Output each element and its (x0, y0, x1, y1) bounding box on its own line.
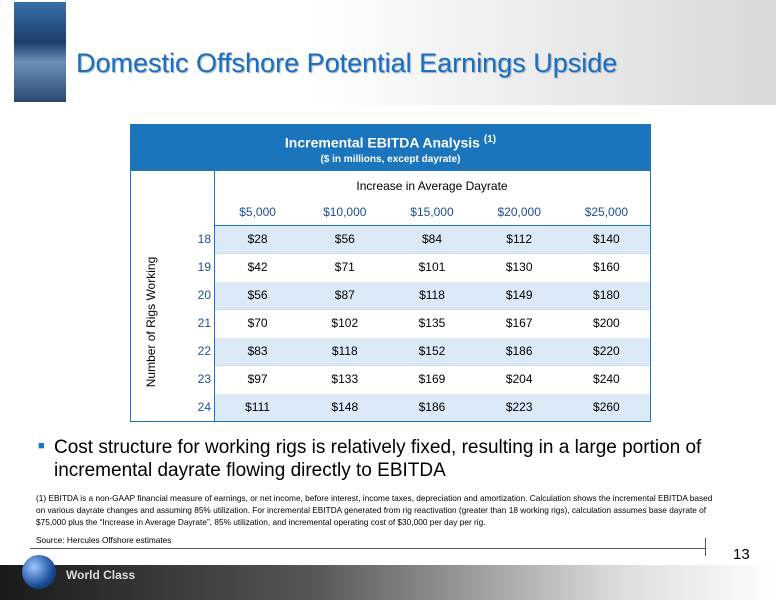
row-shade (215, 394, 650, 421)
table-cell: $56 (334, 232, 355, 246)
footer-brand: World Class (66, 568, 136, 582)
divider (214, 171, 215, 421)
table-cell: $140 (593, 232, 620, 246)
header-photos (14, 2, 66, 102)
table-cell: $186 (505, 344, 533, 358)
table-cell: $169 (418, 372, 446, 386)
table-cell: $152 (418, 344, 446, 358)
row-line (215, 365, 650, 366)
header-band (0, 0, 776, 105)
table-cell: $148 (331, 400, 359, 414)
table-cell: $167 (505, 316, 533, 330)
row-label: 19 (197, 260, 211, 274)
table-cell: $71 (334, 260, 355, 274)
table-cell: $102 (331, 316, 359, 330)
table-cell: $111 (245, 400, 271, 414)
table-cell: $186 (418, 400, 446, 414)
table-title-note: (1) (483, 134, 497, 145)
table-title-wrap: Incremental EBITDA Analysis (1) (131, 134, 650, 151)
bullet-marker: ■ (38, 440, 45, 452)
rule-tick (705, 538, 706, 556)
row-label: 21 (197, 316, 211, 330)
divider (214, 225, 650, 226)
row-shade (215, 282, 650, 309)
table-cell: $70 (247, 316, 268, 330)
row-shade (215, 338, 650, 365)
table: Incremental EBITDA Analysis (1) ($ in mi… (130, 124, 651, 422)
table-cell: $180 (593, 288, 620, 302)
row-label: 23 (197, 372, 211, 386)
source: Source: Hercules Offshore estimates (36, 535, 172, 545)
row-label: 20 (197, 288, 211, 302)
table-cell: $84 (421, 232, 442, 246)
column-header: $10,000 (323, 205, 367, 219)
table-cell: $260 (593, 400, 620, 414)
row-label: 24 (197, 400, 211, 414)
table-cell: $204 (505, 372, 533, 386)
table-cell: $118 (331, 344, 358, 358)
column-header: $25,000 (584, 205, 629, 219)
table-cell: $83 (247, 344, 268, 358)
row-line (215, 309, 650, 310)
table-cell: $220 (593, 344, 620, 358)
table-cell: $112 (506, 232, 533, 246)
table-cell: $240 (593, 372, 620, 386)
slide-title: Domestic Offshore Potential Earnings Ups… (76, 48, 618, 78)
table-cell: $133 (331, 372, 359, 386)
table-cell: $87 (334, 288, 355, 302)
row-label: 18 (197, 232, 211, 246)
row-line (215, 253, 650, 254)
row-shade (215, 226, 650, 253)
table-cell: $135 (418, 316, 446, 330)
table-cell: $130 (505, 260, 533, 274)
table-cell: $200 (593, 316, 620, 330)
column-header: $5,000 (239, 205, 276, 219)
table-subtitle: ($ in millions, except dayrate) (320, 154, 461, 165)
globe (22, 555, 56, 589)
table-cell: $160 (593, 260, 620, 274)
bullet-text: Cost structure for working rigs is relat… (54, 437, 702, 481)
column-header: $20,000 (497, 205, 541, 219)
table-cell: $28 (247, 232, 268, 246)
column-group: Increase in Average Dayrate (356, 179, 508, 193)
page-number: 13 (733, 546, 750, 563)
table-cell: $223 (505, 400, 533, 414)
table-cell: $118 (419, 288, 445, 302)
table-cell: $42 (247, 260, 268, 274)
table-cell: $56 (247, 288, 268, 302)
table-title: Incremental EBITDA Analysis (284, 134, 480, 151)
row-label: 22 (197, 344, 211, 358)
footer-band: World Class (0, 555, 776, 600)
row-group: Number of Rigs Working (144, 256, 158, 388)
table-header: Incremental EBITDA Analysis (1) ($ in mi… (131, 125, 650, 171)
table-cell: $97 (247, 372, 268, 386)
rule (30, 548, 706, 549)
footnote: (1) EBITDA is a non-GAAP financial measu… (36, 493, 713, 527)
column-header: $15,000 (410, 205, 454, 219)
table-cell: $149 (505, 288, 533, 302)
table-cell: $101 (418, 260, 446, 274)
